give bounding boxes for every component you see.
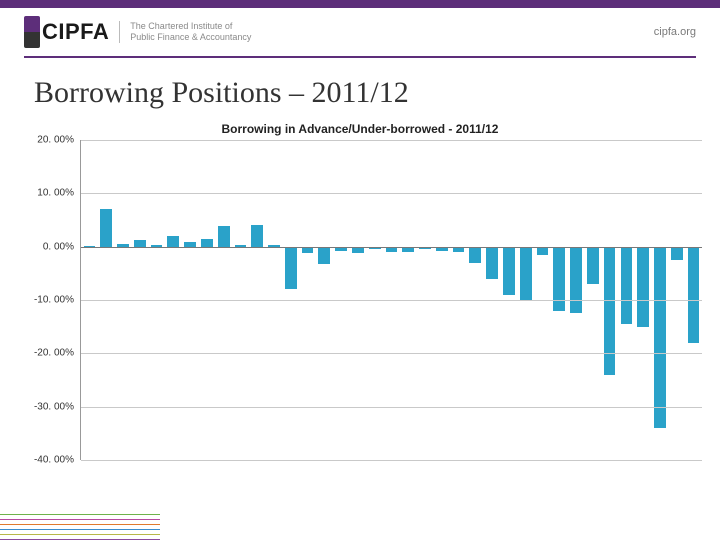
bar — [318, 247, 330, 264]
y-tick-label: 10. 00% — [37, 188, 74, 199]
bar — [537, 247, 549, 255]
bar — [604, 247, 616, 375]
brand-top-bar — [0, 0, 720, 8]
bar — [469, 247, 481, 263]
bar — [201, 239, 213, 247]
y-tick-label: -40. 00% — [34, 455, 74, 466]
gridline — [81, 353, 702, 354]
bar — [167, 236, 179, 247]
footer-line — [0, 514, 160, 515]
logo-text: CIPFA — [42, 19, 109, 45]
gridline — [81, 460, 702, 461]
bar — [671, 247, 683, 260]
logo-mark-icon — [24, 16, 40, 48]
bar — [654, 247, 666, 428]
chart: 20. 00%10. 00%0. 00%-10. 00%-20. 00%-30.… — [18, 140, 702, 460]
y-tick-label: -10. 00% — [34, 295, 74, 306]
footer-line — [0, 529, 160, 530]
bar — [587, 247, 599, 284]
y-tick-label: 0. 00% — [43, 241, 74, 252]
gridline — [81, 407, 702, 408]
chart-subtitle: Borrowing in Advance/Under-borrowed - 20… — [0, 122, 720, 136]
footer-line — [0, 524, 160, 525]
site-url: cipfa.org — [654, 26, 696, 38]
bar — [486, 247, 498, 279]
page-title: Borrowing Positions – 2011/12 — [0, 58, 720, 116]
bar — [285, 247, 297, 290]
bar — [688, 247, 700, 343]
header: CIPFA The Chartered Institute of Public … — [0, 8, 720, 52]
logo-subtitle: The Chartered Institute of Public Financ… — [119, 21, 251, 44]
plot-area — [80, 140, 702, 460]
bar — [570, 247, 582, 314]
bar — [553, 247, 565, 311]
y-tick-label: -30. 00% — [34, 401, 74, 412]
gridline — [81, 193, 702, 194]
y-axis: 20. 00%10. 00%0. 00%-10. 00%-20. 00%-30.… — [18, 140, 78, 460]
bar — [218, 226, 230, 246]
footer-decorative-lines — [0, 510, 160, 540]
bar — [637, 247, 649, 327]
bar — [621, 247, 633, 324]
footer-line — [0, 519, 160, 520]
logo-sub-line1: The Chartered Institute of — [130, 21, 251, 32]
logo-sub-line2: Public Finance & Accountancy — [130, 32, 251, 43]
bar — [251, 225, 263, 246]
zero-line — [81, 247, 702, 248]
gridline — [81, 300, 702, 301]
logo: CIPFA The Chartered Institute of Public … — [24, 16, 251, 48]
y-tick-label: 20. 00% — [37, 135, 74, 146]
bar — [503, 247, 515, 295]
footer-line — [0, 534, 160, 535]
y-tick-label: -20. 00% — [34, 348, 74, 359]
bar — [520, 247, 532, 300]
gridline — [81, 140, 702, 141]
bar — [100, 209, 112, 246]
